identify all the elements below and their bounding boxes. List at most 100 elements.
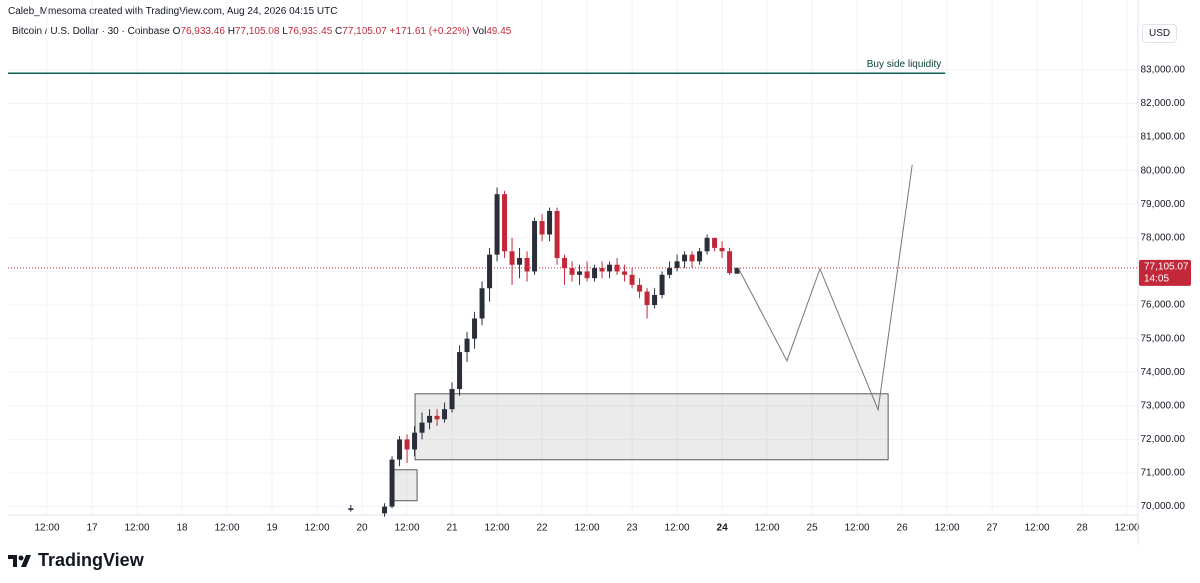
ohlc-label: O bbox=[172, 26, 181, 37]
x-tick-label: 26 bbox=[897, 523, 909, 534]
candle-body bbox=[682, 254, 688, 262]
candle-body bbox=[719, 247, 725, 252]
candle-body bbox=[457, 352, 463, 390]
chart: 70,000.00 71,000.00 72,000.00 73,000.00 74,0… bbox=[8, 0, 1191, 545]
x-tick-label: 27 bbox=[987, 523, 999, 534]
candle-body bbox=[577, 271, 583, 275]
x-tick-label: 12:00 bbox=[845, 523, 870, 534]
candle-body bbox=[472, 318, 478, 339]
candle-body bbox=[397, 439, 403, 460]
candle-body bbox=[697, 251, 703, 262]
candle-body bbox=[584, 271, 590, 279]
y-tick-label: 75,000.00 bbox=[1141, 333, 1186, 344]
x-tick-label: 12:00 bbox=[575, 523, 600, 534]
ohlc-label: H bbox=[227, 26, 235, 37]
currency-button[interactable]: USD bbox=[1142, 24, 1178, 43]
x-tick-label: 12:00 bbox=[665, 523, 690, 534]
candle-body bbox=[464, 338, 470, 353]
y-tick-label: 70,000.00 bbox=[1141, 501, 1186, 512]
candle-body bbox=[502, 194, 508, 252]
logo-icon bbox=[8, 554, 31, 567]
x-tick-label: 12:00 bbox=[1025, 523, 1050, 534]
y-tick-label: 78,000.00 bbox=[1141, 232, 1186, 243]
zone bbox=[392, 469, 418, 502]
candle-body bbox=[622, 271, 628, 275]
candle-body bbox=[592, 268, 598, 279]
projection-path bbox=[737, 164, 913, 412]
candle-body bbox=[674, 261, 680, 269]
ohlc-value: 76,933.46 bbox=[180, 26, 225, 37]
candle-body bbox=[554, 210, 560, 259]
last-price-badge bbox=[1139, 259, 1191, 286]
candle-body bbox=[637, 284, 643, 292]
candle-body bbox=[389, 459, 395, 507]
candle-body bbox=[727, 251, 733, 274]
candle-body bbox=[607, 264, 613, 272]
candle-body bbox=[449, 389, 455, 410]
candle-body bbox=[382, 506, 388, 514]
candle-body bbox=[659, 274, 665, 295]
candle-body bbox=[487, 254, 493, 289]
x-tick-label: 28 bbox=[1077, 523, 1089, 534]
symbol: Bitcoin / U.S. Dollar · 30 · Coinbase bbox=[12, 26, 170, 37]
y-tick-label: 71,000.00 bbox=[1141, 468, 1186, 479]
liquidity-label: Buy side liquidity bbox=[867, 59, 941, 70]
x-tick-label: 23 bbox=[627, 523, 639, 534]
x-tick-label: 12:00 bbox=[124, 523, 149, 534]
x-tick-label: 19 bbox=[266, 523, 278, 534]
candle-body bbox=[412, 432, 418, 450]
candle-body bbox=[442, 409, 448, 420]
candle-body bbox=[494, 194, 500, 255]
candle-body bbox=[479, 288, 485, 319]
candle-body bbox=[644, 291, 650, 306]
countdown: 14:05 bbox=[1144, 274, 1169, 285]
candle-body bbox=[734, 267, 740, 274]
x-tick-label: 12:00 bbox=[305, 523, 330, 534]
ohlc-label: L bbox=[282, 26, 288, 37]
candle-body bbox=[629, 274, 635, 285]
candle-body bbox=[667, 268, 673, 275]
x-tick-label: 21 bbox=[446, 523, 458, 534]
ohlc-value: 76,933.45 bbox=[287, 26, 333, 37]
x-tick-label: 12:00 bbox=[485, 523, 510, 534]
volume: 49.45 bbox=[486, 26, 512, 37]
candle-body bbox=[427, 415, 433, 423]
brand: TradingView bbox=[38, 550, 144, 570]
candle-body bbox=[348, 508, 354, 510]
candle-body bbox=[539, 221, 545, 235]
candle-body bbox=[532, 221, 538, 272]
volume-label: Vol bbox=[472, 26, 487, 37]
candle-body bbox=[517, 258, 523, 265]
candle-body bbox=[712, 237, 718, 248]
candle-body bbox=[569, 268, 575, 275]
candle-body bbox=[652, 294, 658, 306]
x-tick-label: 12:00 bbox=[215, 523, 240, 534]
x-tick-label: 12:00 bbox=[1115, 523, 1140, 534]
candle-body bbox=[509, 251, 515, 265]
ohlc: O76,933.46 H77,105.08 L76,933.45 C77,105… bbox=[173, 26, 512, 37]
x-tick-label: 25 bbox=[807, 523, 819, 534]
candle-body bbox=[614, 264, 620, 272]
x-tick-label: 18 bbox=[176, 523, 188, 534]
x-tick-label: 24 bbox=[717, 523, 729, 534]
candle-body bbox=[547, 210, 553, 235]
zone bbox=[414, 393, 889, 461]
credit: Caleb_Mmesoma created with TradingView.c… bbox=[8, 6, 338, 17]
legend-row: Bitcoin / U.S. Dollar · 30 · Coinbase O7… bbox=[12, 26, 511, 37]
candle-body bbox=[434, 415, 440, 420]
x-tick-label: 20 bbox=[356, 523, 368, 534]
y-tick-label: 80,000.00 bbox=[1141, 165, 1186, 176]
last-price-label: 77,105.07 bbox=[1144, 262, 1189, 273]
candle-body bbox=[404, 439, 410, 450]
ohlc-label: C bbox=[335, 26, 343, 37]
candle-body bbox=[704, 237, 710, 252]
x-tick-label: 12:00 bbox=[34, 523, 59, 534]
y-tick-label: 81,000.00 bbox=[1141, 132, 1186, 143]
y-tick-label: 76,000.00 bbox=[1141, 300, 1186, 311]
y-tick-label: 72,000.00 bbox=[1141, 434, 1186, 445]
change: +171.61 (+0.22%) bbox=[389, 26, 470, 37]
y-tick-label: 82,000.00 bbox=[1141, 98, 1186, 109]
x-tick-label: 12:00 bbox=[755, 523, 780, 534]
x-tick-label: 12:00 bbox=[395, 523, 420, 534]
